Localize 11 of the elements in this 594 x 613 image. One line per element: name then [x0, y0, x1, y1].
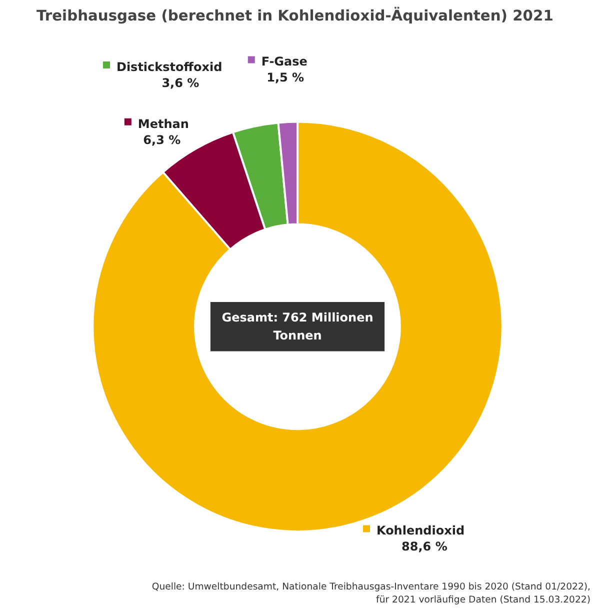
data-label: 88,6 % [402, 540, 448, 554]
legend-label: F-Gase [261, 54, 308, 69]
text: Gesamt: 762 Millionen Tonnen [222, 310, 374, 343]
chart-title: Treibhausgase (berechnet in Kohlendioxid-Äquivalenten) 2021 [36, 6, 554, 24]
legend-label: Kohlendioxid [376, 524, 465, 538]
data-label: 1,5 % [266, 70, 304, 85]
legend-label: Methan [138, 116, 189, 131]
legend-label: Distickstoffoxid [116, 60, 222, 74]
data-label: 3,6 % [162, 76, 200, 90]
source-note: Quelle: Umweltbundesamt, Nationale Treibhausgas-Inventare 1990 bis 2020 (Stand 01/2022), für 2021 vorläufige Daten (Stand 15.03.2022) [152, 581, 591, 606]
data-label: 6,3 % [143, 132, 181, 147]
